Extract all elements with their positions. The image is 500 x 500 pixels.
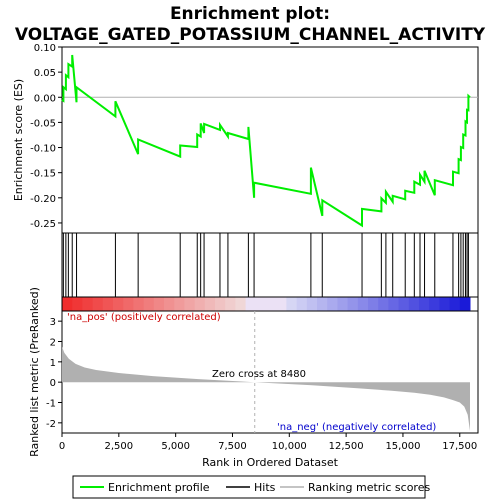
color-band-segment [337,297,349,311]
legend: Enrichment profile Hits Ranking metric s… [72,475,430,499]
es-y-axis-label: Enrichment score (ES) [12,79,25,201]
color-band-segment [449,297,461,311]
color-band-segment [225,297,236,311]
color-band-segment [204,297,216,311]
x-tick-label: 10,000 [272,441,307,452]
hit-lines [62,233,469,297]
x-axis-label: Rank in Ordered Dataset [202,456,339,469]
x-tick-label: 7,500 [218,441,247,452]
color-band-segment [347,297,359,311]
metric-y-tick-label: -2 [46,419,56,430]
metric-y-ticks: 3 2 1 0 -1 -2 [46,317,62,430]
color-band-segment [398,297,410,311]
color-band-segment [235,297,247,311]
es-y-tick-label: 0.00 [34,93,56,104]
x-tick-label: 15,000 [385,441,420,452]
color-band-segment [408,297,420,311]
color-band-segment [439,297,451,311]
x-tick-label: 5,000 [161,441,190,452]
legend-hits-label: Hits [254,481,276,494]
color-band-segment [102,297,114,311]
color-band-segment [92,297,104,311]
hits-panel [61,232,479,298]
color-band-segment [388,297,400,311]
color-band-segment [378,297,389,311]
x-tick-label: 2,500 [105,441,134,452]
legend-ranking-label: Ranking metric scores [308,481,430,494]
zero-cross-label: Zero cross at 8480 [212,369,306,380]
metric-panel: 3 2 1 0 -1 -2 'na_pos' (positively correlated… [28,287,479,457]
color-band-segment [255,297,267,311]
color-band-segment [133,297,145,311]
color-band-segment [317,297,328,311]
es-panel: 0.10 0.05 0.00 -0.05 -0.10 -0.15 -0.20 -0.25 En… [12,43,479,234]
es-y-tick-label: -0.25 [30,219,56,230]
color-band-segment [266,297,277,311]
x-tick-label: 17,500 [442,441,477,452]
color-band-segment [194,297,206,311]
color-band-segment [327,297,338,311]
metric-y-tick-label: 3 [50,317,56,328]
es-panel-frame [61,46,479,234]
color-band-segment [123,297,134,311]
plot-title-line2: VOLTAGE_GATED_POTASSIUM_CHANNEL_ACTIVITY [15,25,486,45]
metric-y-tick-label: 2 [50,338,56,349]
color-band-segment [357,297,369,311]
x-tick-label: 12,500 [329,441,364,452]
color-band-segment [82,297,94,311]
color-band-segment [459,297,471,311]
pos-correlated-label: 'na_pos' (positively correlated) [67,312,221,323]
es-y-tick-label: -0.20 [30,194,56,205]
color-band-segment [276,297,287,311]
color-band-segment [368,297,379,311]
color-band-segment [164,297,175,311]
color-band-segment [174,297,185,311]
es-y-tick-label: -0.05 [30,118,56,129]
es-y-tick-label: -0.15 [30,169,56,180]
color-band-segment [215,297,226,311]
es-y-ticks: 0.10 0.05 0.00 -0.05 -0.10 -0.15 -0.20 -0.25 [30,43,62,230]
plot-title-line1: Enrichment plot: [170,4,330,24]
color-band-segment [184,297,196,311]
color-band-segment [306,297,318,311]
ranking-color-band [61,296,479,312]
hits-panel-frame [61,232,479,298]
color-band-segment [245,297,257,311]
metric-y-tick-label: -1 [46,399,56,410]
color-band-segment [62,297,73,311]
neg-correlated-label: 'na_neg' (negatively correlated) [277,422,436,433]
color-band-segment [143,297,155,311]
color-band-segment [286,297,298,311]
x-tick-label: 0 [59,441,65,452]
x-axis-ticks: 0 2,500 5,000 7,500 10,000 12,500 15,000 17,500 [59,433,477,452]
metric-y-tick-label: 1 [50,358,56,369]
ranking-metric-area [62,346,470,431]
color-band-segment [72,297,83,311]
es-y-tick-label: 0.10 [34,43,56,54]
color-band-segment [113,297,124,311]
color-band-segment [153,297,165,311]
color-band-segment [296,297,308,311]
legend-enrichment-label: Enrichment profile [108,481,210,494]
color-band-segment [429,297,440,311]
metric-y-axis-label: Ranked list metric (PreRanked) [28,287,41,457]
es-y-tick-label: -0.10 [30,144,56,155]
metric-panel-frame [61,310,479,434]
enrichment-profile-line [61,54,471,228]
metric-y-tick-label: 0 [50,378,56,389]
color-band-segment [419,297,430,311]
es-y-tick-label: 0.05 [34,68,56,79]
